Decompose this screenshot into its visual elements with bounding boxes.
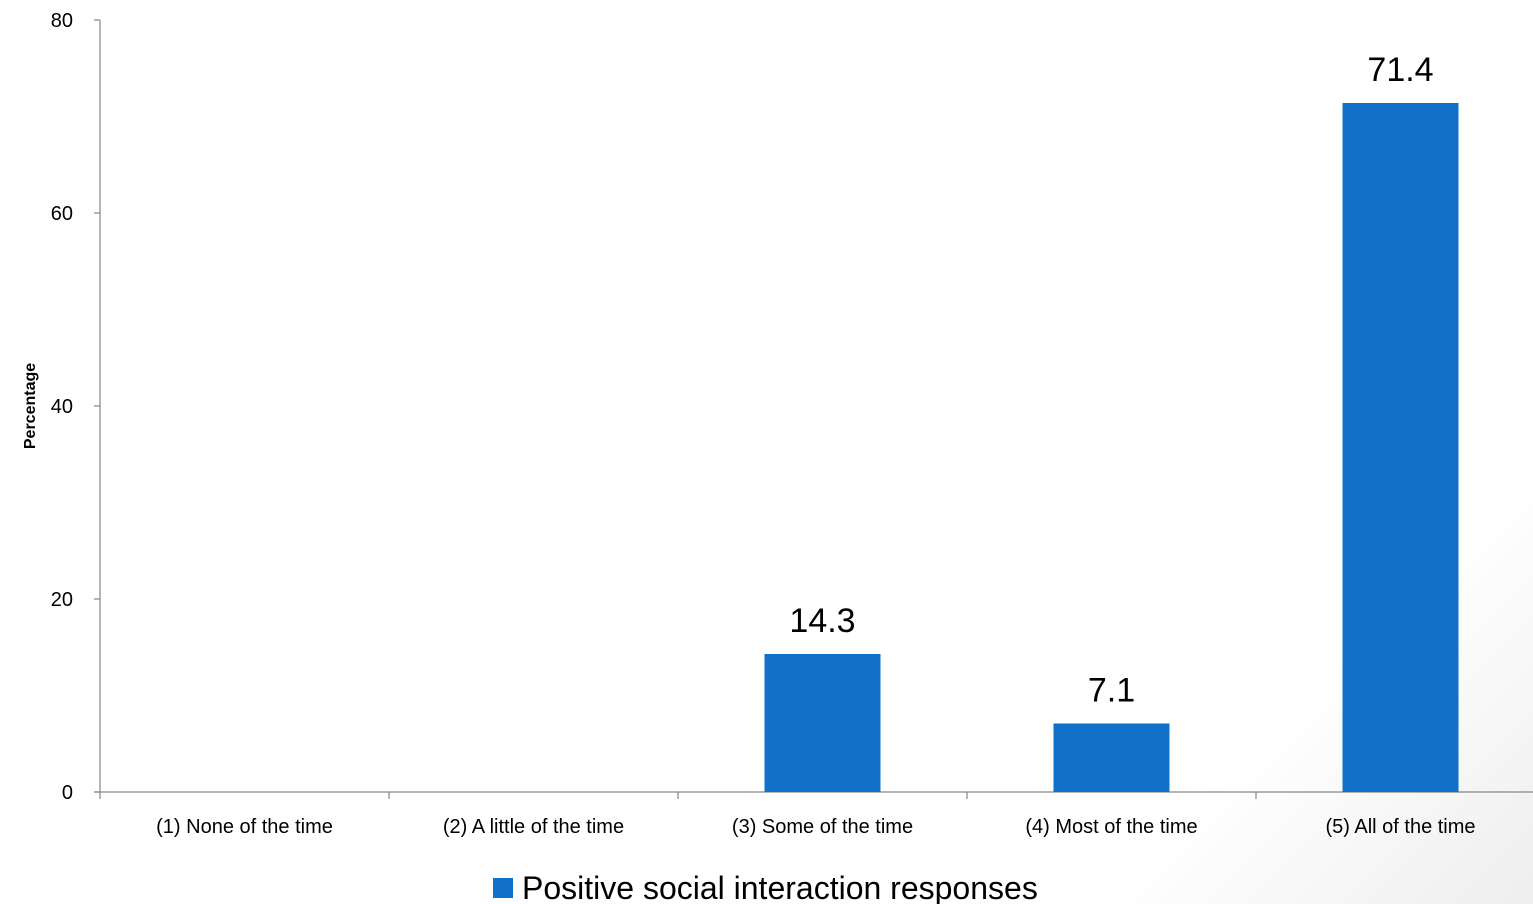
y-axis-label: Percentage bbox=[22, 363, 39, 449]
data-labels: 14.3 7.1 71.4 bbox=[789, 51, 1433, 709]
data-label: 7.1 bbox=[1088, 671, 1135, 709]
x-tick-label: (1) None of the time bbox=[156, 816, 333, 838]
y-tick-label: 80 bbox=[51, 10, 73, 32]
bars bbox=[764, 102, 1459, 793]
y-axis: 0 20 40 60 80 bbox=[51, 10, 101, 804]
y-tick-label: 20 bbox=[51, 589, 73, 611]
legend-swatch bbox=[493, 878, 513, 898]
x-tick-label: (4) Most of the time bbox=[1025, 816, 1197, 838]
x-axis: (1) None of the time (2) A little of the … bbox=[94, 791, 1533, 838]
bar bbox=[764, 654, 881, 792]
x-tick-label: (3) Some of the time bbox=[732, 816, 913, 838]
data-label: 14.3 bbox=[789, 602, 855, 640]
legend-label: Positive social interaction responses bbox=[522, 870, 1038, 904]
y-tick-label: 40 bbox=[51, 396, 73, 418]
y-tick-label: 60 bbox=[51, 203, 73, 225]
bar bbox=[1053, 723, 1170, 792]
data-label: 71.4 bbox=[1367, 51, 1433, 89]
bar bbox=[1342, 102, 1459, 793]
legend: Positive social interaction responses bbox=[493, 870, 1038, 904]
y-tick-label: 0 bbox=[62, 782, 73, 804]
x-tick-label: (5) All of the time bbox=[1325, 816, 1475, 838]
x-tick-label: (2) A little of the time bbox=[443, 816, 624, 838]
